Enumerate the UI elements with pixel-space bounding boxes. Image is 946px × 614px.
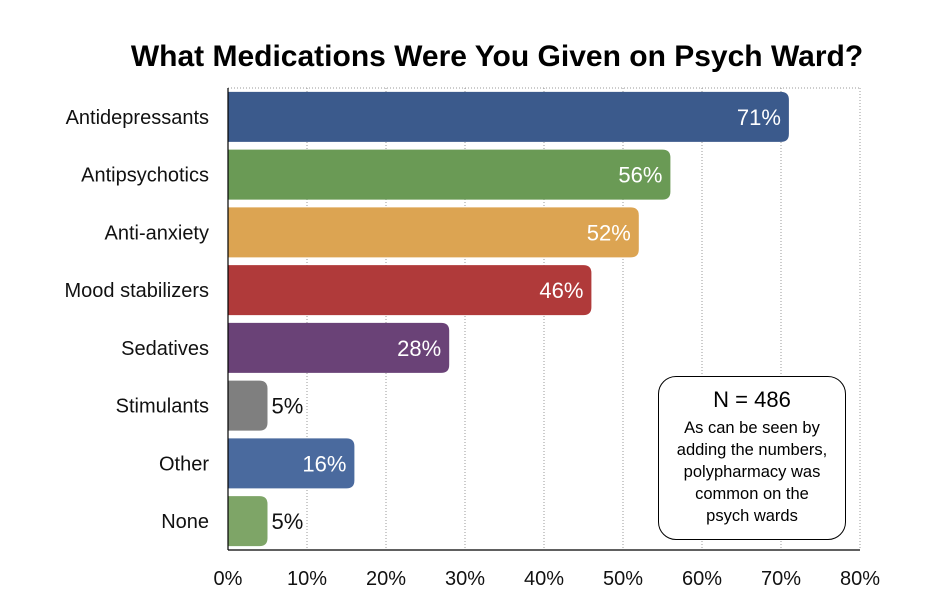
bar — [228, 265, 592, 316]
data-label: 5% — [272, 394, 304, 419]
category-label: Antipsychotics — [81, 165, 209, 187]
annotation-box: N = 486 As can be seen by adding the num… — [658, 376, 846, 540]
annotation-line: adding the numbers, — [676, 441, 828, 459]
data-label: 52% — [587, 220, 631, 245]
data-label: 28% — [397, 336, 441, 361]
bar — [228, 322, 450, 373]
data-label: 16% — [302, 451, 346, 476]
data-labels: 71% 56% 52% 46% 28% 5% 16% 5% — [272, 105, 781, 534]
bar — [228, 91, 789, 142]
x-tick-label: 60% — [682, 568, 722, 590]
data-label: 46% — [539, 278, 583, 303]
bar — [228, 438, 355, 489]
x-tick-label: 70% — [761, 568, 801, 590]
chart-title: What Medications Were You Given on Psych… — [131, 40, 863, 73]
annotation-line: As can be seen by — [684, 419, 820, 437]
bar — [228, 149, 671, 200]
x-tick-label: 30% — [445, 568, 485, 590]
annotation-line: common on the — [695, 485, 809, 503]
x-tick-label: 20% — [366, 568, 406, 590]
category-labels: Antidepressants Antipsychotics Anti-anxiet… — [64, 107, 209, 533]
x-tick-label: 0% — [214, 568, 243, 590]
category-label: Sedatives — [121, 338, 209, 360]
category-label: Stimulants — [116, 396, 209, 418]
data-label: 5% — [272, 509, 304, 534]
annotation-line: psych wards — [706, 507, 798, 525]
grid-lines — [228, 87, 861, 550]
bar — [228, 207, 639, 258]
bars-group — [228, 91, 789, 547]
x-tick-label: 80% — [840, 568, 880, 590]
data-label: 71% — [737, 105, 781, 130]
category-label: Antidepressants — [66, 107, 209, 129]
category-label: Mood stabilizers — [64, 280, 209, 302]
x-axis-ticks: 0% 10% 20% 30% 40% 50% 60% 70% 80% — [214, 568, 881, 590]
data-label: 56% — [618, 163, 662, 188]
bar — [228, 380, 268, 431]
annotation-line: polypharmacy was — [683, 463, 821, 481]
category-label: Other — [159, 453, 209, 475]
annotation-note: As can be seen by adding the numbers, po… — [659, 417, 845, 527]
sample-size-text: N = 486 — [713, 387, 791, 412]
x-tick-label: 40% — [524, 568, 564, 590]
category-label: None — [161, 511, 209, 533]
x-tick-label: 10% — [287, 568, 327, 590]
axes — [227, 88, 860, 551]
bar — [228, 496, 268, 547]
category-label: Anti-anxiety — [105, 222, 210, 244]
x-tick-label: 50% — [603, 568, 643, 590]
